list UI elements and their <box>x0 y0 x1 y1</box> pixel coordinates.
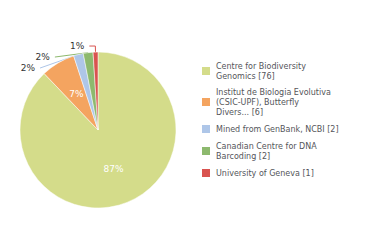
svg-text:Canadian Centre for DNA: Canadian Centre for DNA <box>216 142 317 151</box>
svg-text:Mined from GenBank, NCBI [2]: Mined from GenBank, NCBI [2] <box>216 125 339 134</box>
svg-text:Institut de Biologia Evolutiva: Institut de Biologia Evolutiva <box>216 88 331 97</box>
svg-text:1%: 1% <box>70 41 85 51</box>
svg-text:2%: 2% <box>21 63 36 73</box>
svg-text:Genomics [76]: Genomics [76] <box>216 72 275 81</box>
svg-text:Barcoding [2]: Barcoding [2] <box>216 152 270 161</box>
svg-text:University of Geneva [1]: University of Geneva [1] <box>216 169 314 178</box>
svg-text:2%: 2% <box>36 52 51 62</box>
svg-text:87%: 87% <box>104 164 124 174</box>
svg-text:Divers... [6]: Divers... [6] <box>216 108 263 117</box>
svg-text:(CSIC-UPF), Butterfly: (CSIC-UPF), Butterfly <box>216 98 299 107</box>
svg-text:7%: 7% <box>69 89 84 99</box>
svg-text:Centre for Biodiversity: Centre for Biodiversity <box>216 62 306 71</box>
